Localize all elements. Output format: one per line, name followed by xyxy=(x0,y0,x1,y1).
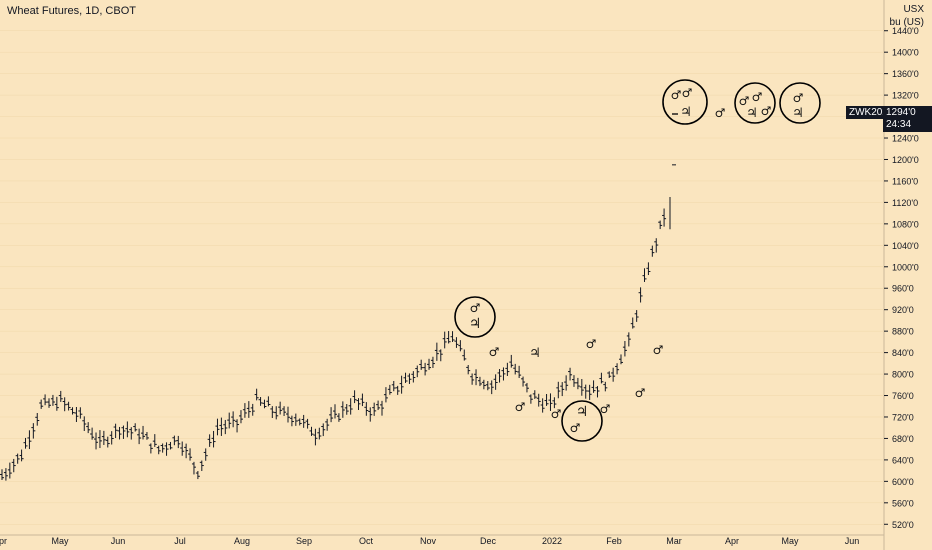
x-tick-label: Jun xyxy=(845,536,860,546)
x-tick-label: Mar xyxy=(666,536,682,546)
y-tick-label: 1040'0 xyxy=(892,241,919,251)
x-tick-label: May xyxy=(781,536,799,546)
jupiter-symbol: ♃ xyxy=(792,106,804,121)
mars-symbol: ♂ xyxy=(752,90,763,104)
jupiter-symbol: ♃ xyxy=(576,404,589,420)
x-tick-label: Jul xyxy=(174,536,186,546)
mars-symbol: ♂ xyxy=(761,104,772,118)
last-price-label: 1294'0 24:34 xyxy=(883,106,932,132)
mars-symbol: ♂ xyxy=(635,386,646,400)
x-tick-label: Oct xyxy=(359,536,374,546)
circle-annotation xyxy=(734,82,776,124)
y-tick-label: 960'0 xyxy=(892,284,914,294)
jupiter-symbol: ♃ xyxy=(529,346,541,361)
circle-annotation xyxy=(561,400,603,442)
mars-symbol: ♂ xyxy=(515,400,526,414)
mars-symbol: ♂ xyxy=(586,337,597,351)
y-tick-label: 560'0 xyxy=(892,498,914,508)
x-tick-label: Apr xyxy=(0,536,7,546)
y-tick-label: 840'0 xyxy=(892,348,914,358)
jupiter-symbol: ♃ xyxy=(746,106,758,121)
mars-symbol: ♂ xyxy=(739,94,750,108)
y-tick-label: 760'0 xyxy=(892,391,914,401)
y-tick-label: 1240'0 xyxy=(892,134,919,144)
y-tick-label: 880'0 xyxy=(892,327,914,337)
last-price-value: 1294'0 xyxy=(886,107,916,118)
mars-symbol: ♂ xyxy=(600,402,611,416)
y-tick-label: 1400'0 xyxy=(892,48,919,58)
mars-symbol: ♂ xyxy=(470,301,481,315)
y-tick-label: 680'0 xyxy=(892,434,914,444)
x-tick-label: Sep xyxy=(296,536,312,546)
jupiter-symbol: ♃ xyxy=(469,316,482,332)
y-tick-label: 920'0 xyxy=(892,305,914,315)
y-tick-label: 720'0 xyxy=(892,412,914,422)
mars-symbol: ♂ xyxy=(793,91,804,105)
y-tick-label: 1360'0 xyxy=(892,69,919,79)
y-tick-label: 1320'0 xyxy=(892,91,919,101)
mars-symbol: ♂ xyxy=(682,86,693,100)
y-tick-label: 1120'0 xyxy=(892,198,918,208)
y-tick-label: 640'0 xyxy=(892,455,914,465)
x-tick-label: Feb xyxy=(606,536,622,546)
circle-annotation xyxy=(454,296,496,338)
x-tick-label: May xyxy=(51,536,69,546)
currency-label: USX xyxy=(903,4,924,15)
mars-symbol: ♂ xyxy=(715,106,726,120)
mars-symbol: ♂ xyxy=(570,421,581,435)
mars-symbol: ♂ xyxy=(489,345,500,359)
circle-annotation xyxy=(662,79,708,125)
jupiter-symbol: ♃ xyxy=(680,105,692,120)
y-tick-label: 800'0 xyxy=(892,370,914,380)
circle-annotation xyxy=(779,82,821,124)
x-tick-label: Jun xyxy=(111,536,126,546)
mars-symbol: ♂ xyxy=(671,88,682,102)
y-tick-label: 1440'0 xyxy=(892,26,919,36)
chart-header: Wheat Futures, 1D, CBOT xyxy=(7,5,136,17)
x-tick-label: Dec xyxy=(480,536,497,546)
y-tick-label: 600'0 xyxy=(892,477,914,487)
y-tick-label: 1160'0 xyxy=(892,176,918,186)
x-tick-label: 2022 xyxy=(542,536,562,546)
y-tick-label: 1080'0 xyxy=(892,219,919,229)
countdown-value: 24:34 xyxy=(886,119,912,130)
x-tick-label: Aug xyxy=(234,536,250,546)
y-tick-label: 1000'0 xyxy=(892,262,919,272)
x-tick-label: Nov xyxy=(420,536,437,546)
mars-symbol: ♂ xyxy=(551,407,562,421)
mars-symbol: ♂ xyxy=(653,343,664,357)
x-tick-label: Apr xyxy=(725,536,739,546)
unit-label: bu (US) xyxy=(889,17,924,28)
y-tick-label: 520'0 xyxy=(892,520,914,530)
y-tick-label: 1200'0 xyxy=(892,155,919,165)
